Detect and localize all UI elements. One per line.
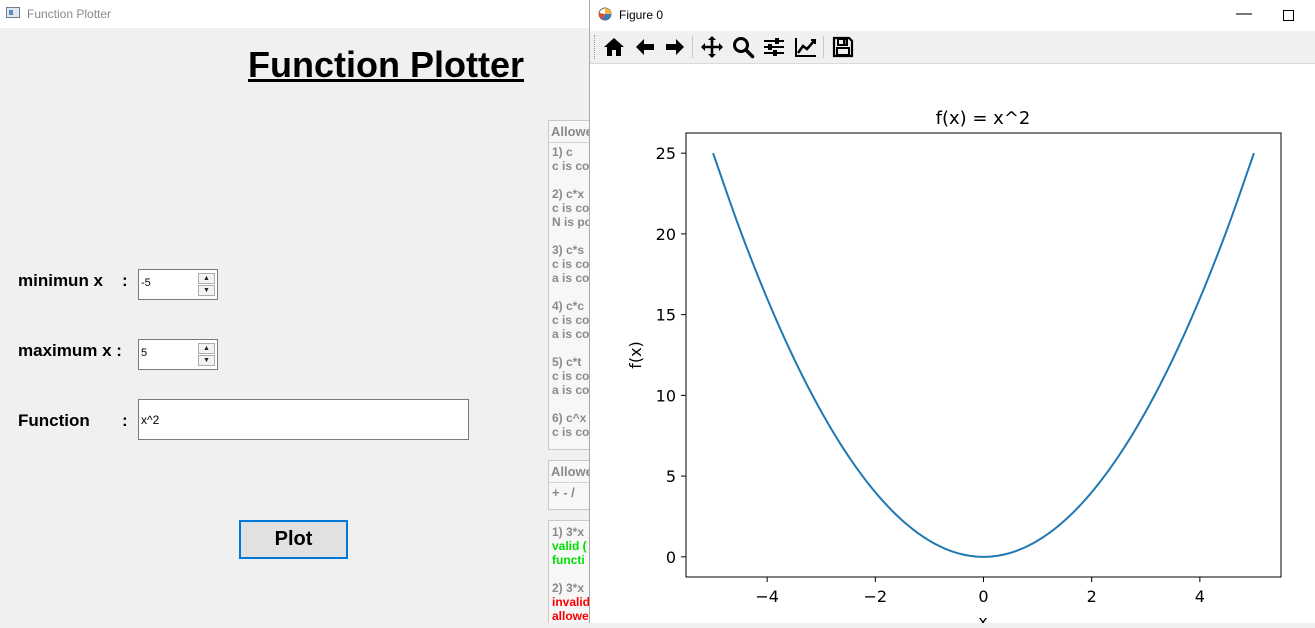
chart-svg: f(x) = x^2 −4 −2 0 2 4 0 5 10 15 20 25 x f(x) bbox=[626, 108, 1282, 628]
edit-axis-icon[interactable] bbox=[794, 35, 818, 59]
rule-line: c is co bbox=[552, 159, 590, 173]
y-tick-label: 25 bbox=[656, 144, 676, 163]
function-colon: : bbox=[122, 411, 128, 430]
y-tick-label: 15 bbox=[656, 306, 676, 325]
figure-window: Figure 0 — f(x) bbox=[589, 0, 1315, 628]
y-tick-label: 0 bbox=[666, 548, 676, 567]
figure-window-title: Figure 0 bbox=[619, 8, 664, 22]
rule-line: a is co bbox=[552, 327, 590, 341]
rule-line: 5) c*t bbox=[552, 355, 582, 369]
allowed-operators-header: Allowe bbox=[549, 461, 597, 483]
x-axis-label: x bbox=[978, 612, 987, 623]
rule-line: c is co bbox=[552, 425, 590, 439]
figure-titlebar: Figure 0 — bbox=[590, 0, 1315, 31]
rule-line: c is co bbox=[552, 369, 590, 383]
max-x-increment-button[interactable]: ▲ bbox=[198, 343, 215, 354]
rule-line: a is co bbox=[552, 383, 590, 397]
example-2-status: invalid bbox=[552, 595, 591, 609]
y-tick-label: 5 bbox=[666, 467, 676, 486]
y-tick-label: 20 bbox=[656, 225, 676, 244]
axes-frame bbox=[685, 132, 1282, 578]
series-line bbox=[712, 152, 1255, 558]
rule-line: N is po bbox=[552, 215, 593, 229]
rule-line: c is co bbox=[552, 257, 590, 271]
example-1-title: 1) 3*x bbox=[552, 525, 585, 539]
rule-line: 6) c^x bbox=[552, 411, 587, 425]
maximize-icon bbox=[1283, 10, 1294, 21]
min-x-colon: : bbox=[122, 271, 128, 290]
plot-canvas[interactable]: f(x) = x^2 −4 −2 0 2 4 0 5 10 15 20 25 x f(x) bbox=[590, 64, 1315, 628]
minimize-button[interactable]: — bbox=[1236, 5, 1252, 22]
rule-line: 4) c*c bbox=[552, 299, 585, 313]
max-x-input[interactable] bbox=[141, 347, 197, 359]
page-title: Function Plotter bbox=[248, 44, 524, 85]
min-x-label: minimun x bbox=[18, 271, 104, 290]
figure-window-icon bbox=[598, 7, 612, 21]
min-x-increment-button[interactable]: ▲ bbox=[198, 273, 215, 284]
rule-line: 2) c*x bbox=[552, 187, 585, 201]
chart-title: f(x) = x^2 bbox=[936, 108, 1031, 129]
pan-icon[interactable] bbox=[700, 35, 724, 59]
example-2-detail: allowe bbox=[552, 609, 589, 623]
example-1-status: valid ( bbox=[552, 539, 587, 553]
rule-line: 1) c bbox=[552, 145, 573, 159]
min-x-decrement-button[interactable]: ▼ bbox=[198, 285, 215, 296]
save-icon[interactable] bbox=[831, 35, 855, 59]
example-2-title: 2) 3*x bbox=[552, 581, 585, 595]
configure-subplots-icon[interactable] bbox=[762, 35, 786, 59]
rule-line: c is co bbox=[552, 313, 590, 327]
operators-list: + - / bbox=[552, 485, 575, 500]
home-icon[interactable] bbox=[602, 35, 626, 59]
app-window-icon bbox=[6, 7, 20, 18]
rule-line: 3) c*s bbox=[552, 243, 585, 257]
back-arrow-icon[interactable] bbox=[633, 35, 657, 59]
min-x-input[interactable] bbox=[141, 277, 197, 289]
max-x-spinbox[interactable]: ▲ ▼ bbox=[138, 339, 218, 370]
rule-line: a is co bbox=[552, 271, 590, 285]
forward-arrow-icon[interactable] bbox=[663, 35, 687, 59]
app-titlebar: Function Plotter bbox=[0, 0, 600, 28]
function-label: Function bbox=[18, 411, 90, 430]
x-tick-label: 2 bbox=[1087, 587, 1097, 606]
max-x-label: maximum x : bbox=[18, 341, 122, 360]
max-x-decrement-button[interactable]: ▼ bbox=[198, 355, 215, 366]
y-axis-label: f(x) bbox=[626, 341, 645, 369]
rule-line: c is co bbox=[552, 201, 590, 215]
navigation-toolbar bbox=[590, 31, 1315, 64]
example-1-detail: functi bbox=[552, 553, 585, 567]
x-tick-label: 0 bbox=[978, 587, 988, 606]
app-window-title: Function Plotter bbox=[27, 7, 112, 21]
x-tick-label: −4 bbox=[755, 587, 779, 606]
min-x-spinbox[interactable]: ▲ ▼ bbox=[138, 269, 218, 300]
x-tick-label: −2 bbox=[864, 587, 888, 606]
allowed-functions-header: Allowe bbox=[549, 121, 597, 143]
toolbar-separator bbox=[823, 36, 824, 58]
toolbar-grip bbox=[594, 35, 598, 59]
plot-button[interactable]: Plot bbox=[239, 520, 348, 559]
maximize-button[interactable] bbox=[1278, 4, 1298, 26]
y-tick-label: 10 bbox=[656, 386, 676, 405]
zoom-icon[interactable] bbox=[731, 35, 755, 59]
x-tick-label: 4 bbox=[1195, 587, 1205, 606]
function-input[interactable] bbox=[138, 399, 469, 440]
toolbar-separator bbox=[692, 36, 693, 58]
